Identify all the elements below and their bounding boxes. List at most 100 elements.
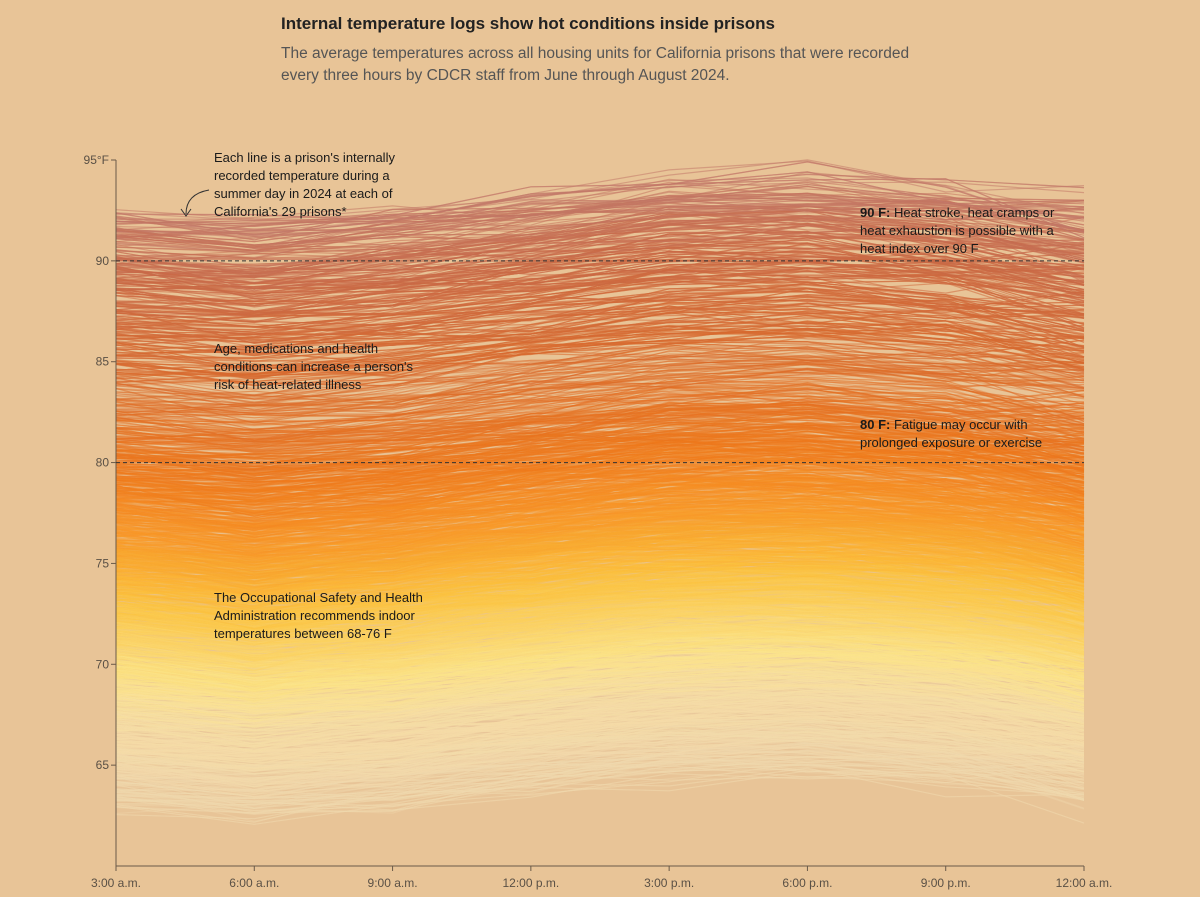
prison-temperature-line — [115, 721, 1085, 762]
prison-temperature-line — [115, 578, 1085, 644]
prison-temperature-line — [115, 564, 1085, 604]
prison-temperature-line — [115, 622, 1085, 660]
y-tick-label: 90 — [96, 254, 110, 268]
prison-temperature-line — [115, 560, 1085, 609]
prison-temperature-line — [115, 641, 1085, 686]
prison-temperature-line — [115, 753, 1085, 807]
prison-temperature-line — [115, 740, 1085, 809]
prison-temperature-line — [115, 578, 1085, 645]
prison-temperature-line — [115, 660, 1085, 701]
prison-temperature-line — [115, 607, 1085, 645]
prison-temperature-line — [115, 541, 1085, 588]
prison-temperature-line — [115, 627, 1085, 690]
prison-temperature-line — [115, 670, 1085, 745]
prison-temperature-line — [115, 615, 1085, 657]
prison-temperature-line — [115, 744, 1085, 779]
prison-temperature-line — [115, 701, 1085, 788]
prison-temperature-line — [115, 624, 1085, 668]
prison-temperature-line — [115, 584, 1085, 644]
prison-temperature-line — [115, 574, 1085, 625]
prison-temperature-line — [115, 544, 1085, 600]
prison-temperature-line — [115, 604, 1085, 641]
prison-temperature-line — [115, 652, 1085, 713]
prison-temperature-line — [115, 627, 1085, 673]
prison-temperature-line — [115, 631, 1085, 662]
prison-temperature-line — [115, 695, 1085, 756]
prison-temperature-line — [115, 721, 1085, 785]
prison-temperature-line — [115, 639, 1085, 706]
prison-temperature-line — [115, 663, 1085, 706]
prison-temperature-line — [115, 612, 1085, 645]
prison-temperature-line — [115, 587, 1085, 627]
prison-temperature-line — [115, 561, 1085, 622]
prison-temperature-line — [115, 675, 1085, 748]
prison-temperature-line — [115, 615, 1085, 680]
prison-temperature-line — [115, 734, 1085, 772]
prison-temperature-line — [115, 668, 1085, 728]
prison-temperature-line — [115, 587, 1085, 634]
prison-temperature-line — [115, 624, 1085, 669]
prison-temperature-line — [115, 648, 1085, 695]
prison-temperature-line — [115, 717, 1085, 769]
prison-temperature-line — [115, 704, 1085, 731]
prison-temperature-line — [115, 541, 1085, 601]
prison-temperature-line — [115, 507, 1085, 581]
prison-temperature-line — [115, 636, 1085, 712]
prison-temperature-line — [115, 627, 1085, 668]
prison-temperature-line — [115, 598, 1085, 662]
prison-temperature-line — [115, 642, 1085, 691]
prison-temperature-line — [115, 669, 1085, 711]
prison-temperature-line — [115, 732, 1085, 784]
prison-temperature-line — [115, 616, 1085, 649]
prison-temperature-line — [115, 660, 1085, 710]
prison-temperature-line — [115, 583, 1085, 635]
prison-temperature-line — [115, 749, 1085, 794]
prison-temperature-line — [115, 734, 1085, 783]
prison-temperature-line — [115, 745, 1085, 802]
prison-temperature-line — [115, 533, 1085, 610]
prison-temperature-line — [115, 692, 1085, 771]
prison-temperature-line — [115, 653, 1085, 701]
prison-temperature-line — [115, 566, 1085, 629]
prison-temperature-line — [115, 651, 1085, 710]
prison-temperature-line — [115, 688, 1085, 756]
prison-temperature-line — [115, 660, 1085, 696]
prison-temperature-line — [115, 702, 1085, 756]
prison-temperature-line — [115, 685, 1085, 727]
prison-temperature-line — [115, 660, 1085, 712]
prison-temperature-line — [115, 548, 1085, 616]
prison-temperature-line — [115, 624, 1085, 697]
prison-temperature-line — [115, 591, 1085, 657]
prison-temperature-line — [115, 581, 1085, 613]
prison-temperature-line — [115, 689, 1085, 724]
prison-temperature-line — [115, 689, 1085, 741]
prison-temperature-line — [115, 739, 1085, 786]
prison-temperature-line — [115, 632, 1085, 698]
prison-temperature-line — [115, 605, 1085, 666]
prison-temperature-line — [115, 691, 1085, 758]
prison-temperature-line — [115, 598, 1085, 648]
prison-temperature-line — [115, 651, 1085, 708]
prison-temperature-line — [115, 750, 1085, 815]
prison-temperature-line — [115, 590, 1085, 638]
prison-temperature-line — [115, 719, 1085, 771]
prison-temperature-line — [115, 723, 1085, 773]
prison-temperature-line — [115, 656, 1085, 707]
prison-temperature-line — [115, 649, 1085, 700]
prison-temperature-line — [115, 622, 1085, 685]
prison-temperature-line — [115, 714, 1085, 756]
prison-temperature-line — [115, 659, 1085, 696]
prison-temperature-line — [115, 695, 1085, 742]
prison-temperature-line — [115, 755, 1085, 800]
prison-temperature-line — [115, 660, 1085, 710]
prison-temperature-line — [115, 587, 1085, 623]
prison-temperature-line — [115, 653, 1085, 722]
prison-temperature-line — [115, 618, 1085, 638]
prison-temperature-line — [115, 606, 1085, 662]
prison-temperature-line — [115, 594, 1085, 621]
prison-temperature-line — [115, 604, 1085, 641]
prison-temperature-line — [115, 668, 1085, 726]
prison-temperature-line — [115, 607, 1085, 644]
prison-temperature-line — [115, 585, 1085, 635]
prison-temperature-line — [115, 739, 1085, 800]
